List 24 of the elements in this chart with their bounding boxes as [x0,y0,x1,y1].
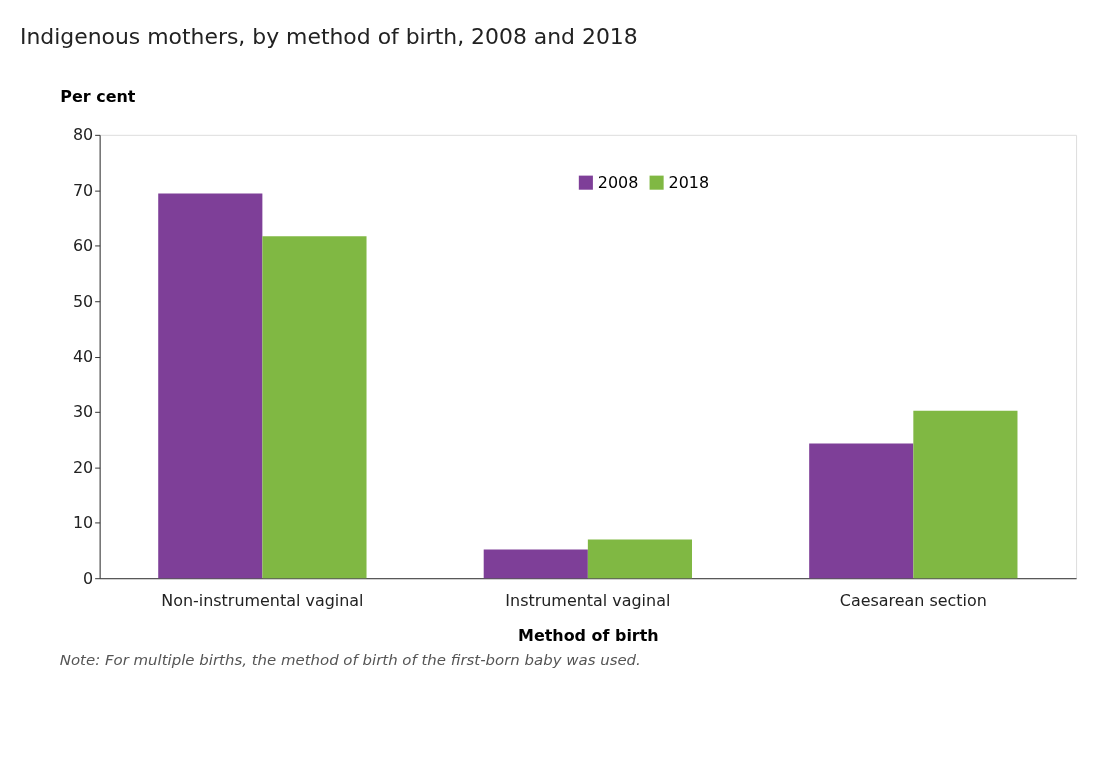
legend-label: 2008 [597,172,639,192]
legend-label: 2018 [668,172,710,192]
y-tick-label: 50 [72,291,94,311]
y-tick-label: 0 [83,568,94,588]
x-tick-label: Instrumental vaginal [505,590,671,610]
bar [262,236,367,579]
chart-title: Indigenous mothers, by method of birth, 2008 and 2018 [19,24,638,50]
x-axis-title: Method of birth [518,626,659,646]
y-tick-label: 40 [72,347,94,367]
y-tick-label: 80 [72,125,94,145]
y-tick-label: 70 [72,180,94,200]
text: Note: For multiple births, the method of birth of the first-born baby was used. [59,650,641,669]
y-axis-title: Per cent [60,87,136,107]
x-tick-label: Non-instrumental vaginal [161,590,364,610]
bar [587,539,693,579]
y-tick-label: 10 [72,513,94,533]
bar [913,410,1018,579]
y-tick-label: 30 [72,402,94,422]
bar [809,443,914,579]
y-tick-label: 20 [72,457,94,477]
bar [158,193,263,579]
bar [483,549,588,579]
y-tick-label: 60 [72,236,94,256]
x-tick-label: Caesarean section [839,590,987,610]
